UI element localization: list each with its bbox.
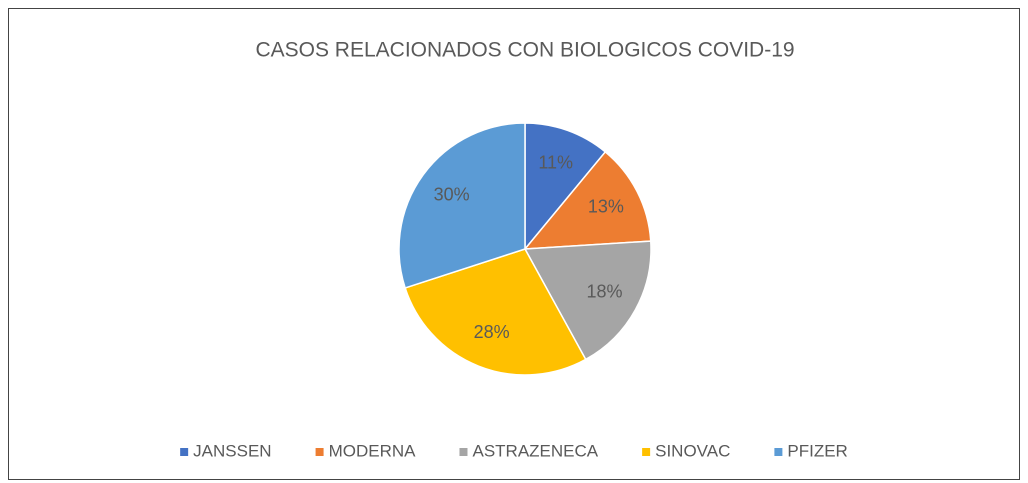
pie-slice	[404, 248, 587, 376]
legend-marker	[180, 448, 189, 456]
legend-marker	[642, 448, 651, 456]
legend-label: PFIZER	[787, 441, 847, 460]
data-label: 18%	[586, 281, 622, 301]
pie-slice	[524, 122, 607, 252]
data-label: 13%	[588, 197, 624, 217]
legend-marker	[774, 448, 783, 456]
legend-label: SINOVAC	[655, 441, 730, 460]
legend-marker	[459, 448, 468, 456]
legend-label: MODERNA	[329, 441, 417, 460]
data-label: 28%	[474, 322, 510, 342]
data-label: 30%	[434, 184, 470, 204]
pie-slice	[523, 240, 652, 361]
pie-slice	[398, 122, 526, 289]
legend-marker	[315, 448, 324, 456]
pie-slice	[523, 150, 652, 250]
chart-title: CASOS RELACIONADOS CON BIOLOGICOS COVID-…	[255, 39, 794, 62]
data-label: 11%	[538, 152, 573, 172]
legend-label: JANSSEN	[193, 441, 271, 460]
legend-label: ASTRAZENECA	[472, 441, 598, 460]
